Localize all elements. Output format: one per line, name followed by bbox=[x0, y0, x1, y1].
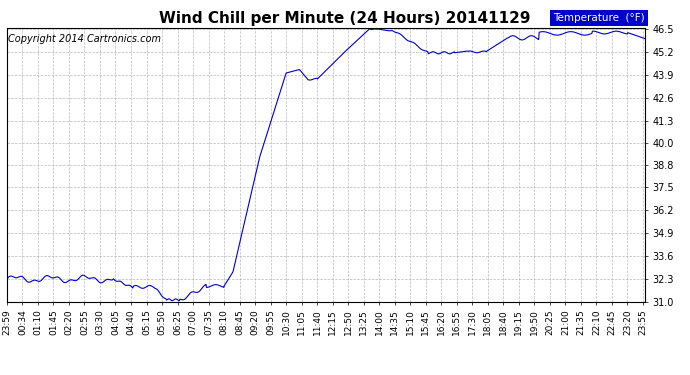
Text: Wind Chill per Minute (24 Hours) 20141129: Wind Chill per Minute (24 Hours) 2014112… bbox=[159, 11, 531, 26]
Temperature  (°F) bbox=[168, 298, 177, 303]
Temperature  (°F) bbox=[366, 26, 374, 30]
Temperature  (°F) bbox=[566, 29, 574, 34]
Text: Temperature  (°F): Temperature (°F) bbox=[553, 13, 645, 22]
Temperature  (°F) bbox=[129, 284, 137, 288]
Temperature  (°F) bbox=[3, 277, 11, 281]
Temperature  (°F) bbox=[217, 284, 225, 288]
Line: Temperature  (°F): Temperature (°F) bbox=[7, 28, 645, 301]
Temperature  (°F) bbox=[641, 36, 649, 41]
Temperature  (°F) bbox=[426, 50, 435, 55]
Temperature  (°F) bbox=[510, 34, 518, 38]
Temperature  (°F) bbox=[145, 284, 153, 288]
Text: Copyright 2014 Cartronics.com: Copyright 2014 Cartronics.com bbox=[8, 34, 161, 44]
